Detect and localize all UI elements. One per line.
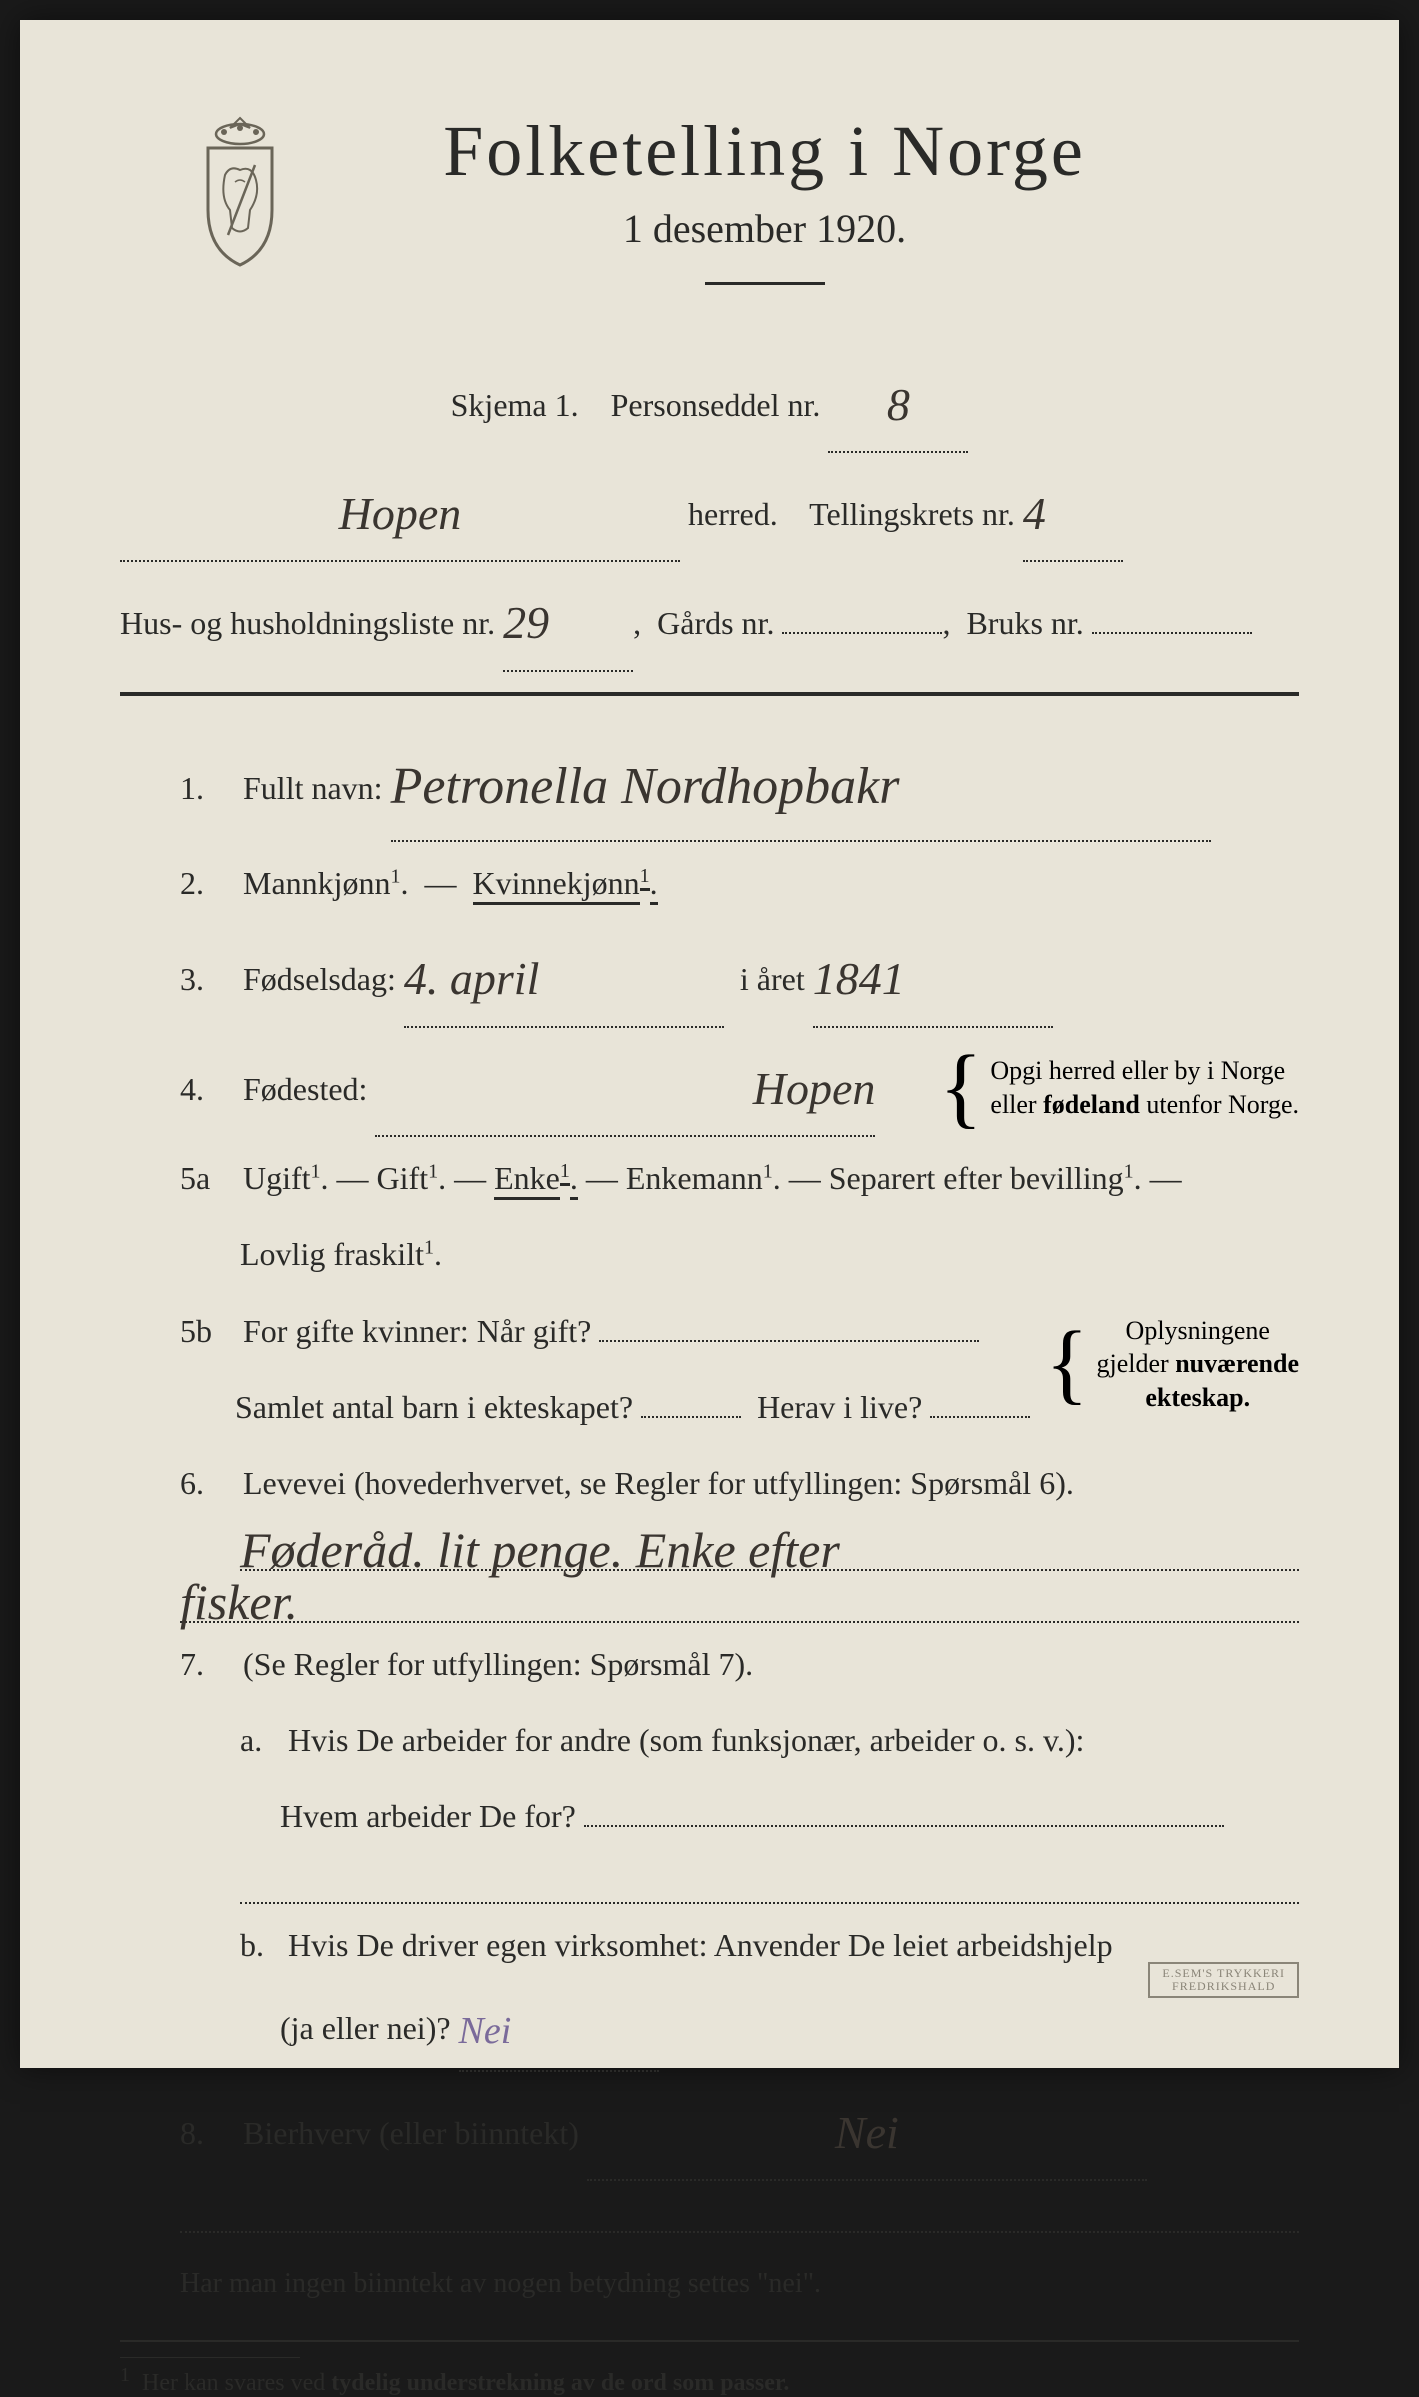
q6-value-line2: fisker.	[180, 1577, 1299, 1623]
title-block: Folketelling i Norge 1 desember 1920.	[330, 110, 1299, 320]
q4-value: Hopen	[753, 1038, 876, 1139]
q5b-block: 5b For gifte kvinner: Når gift? Samlet a…	[120, 1296, 1299, 1449]
title-divider	[705, 282, 825, 285]
q5a-line: 5a Ugift1. — Gift1. — Enke1. — Enkemann1…	[120, 1143, 1299, 1213]
q5b-label2: Samlet antal barn i ekteskapet?	[235, 1389, 633, 1425]
q6-value-line1: Føderåd. lit penge. Enke efter	[240, 1525, 1299, 1571]
q7b-line2: (ja eller nei)? Nei	[120, 1986, 1299, 2072]
q3-year: 1841	[813, 928, 905, 1029]
q4-line: 4. Fødested: Hopen { Opgi herred eller b…	[120, 1034, 1299, 1143]
q7a-blank	[240, 1858, 1299, 1904]
footnote-block: 1 Her kan svares ved tydelig understrekn…	[120, 2357, 1299, 2397]
q7a-label2: Hvem arbeider De for?	[280, 1798, 576, 1834]
footnote-rule	[120, 2357, 300, 2358]
q3-year-label: i året	[740, 961, 805, 997]
q2-mann: Mannkjønn	[243, 865, 391, 901]
footer-note: Har man ingen biinntekt av nogen betydni…	[120, 2253, 1299, 2315]
q7b-num: b.	[240, 1910, 280, 1980]
meta-line-3: Hus- og husholdningsliste nr. 29, Gårds …	[120, 568, 1299, 671]
q7b-label1: Hvis De driver egen virksomhet: Anvender…	[288, 1927, 1113, 1963]
q5b-label1: For gifte kvinner: Når gift?	[243, 1313, 591, 1349]
gards-label: Gårds nr.	[657, 605, 774, 641]
q1-value: Petronella Nordhopbakr	[391, 730, 900, 844]
q1-num: 1.	[180, 753, 235, 823]
q2-num: 2.	[180, 848, 235, 918]
meta-line-2: Hopen herred. Tellingskrets nr. 4	[120, 459, 1299, 562]
personseddel-value: 8	[887, 354, 910, 455]
gards-value	[782, 632, 942, 634]
q7b-line1: b. Hvis De driver egen virksomhet: Anven…	[120, 1910, 1299, 1980]
q7a-num: a.	[240, 1705, 280, 1775]
q7-num: 7.	[180, 1629, 235, 1699]
form-header: Folketelling i Norge 1 desember 1920.	[120, 110, 1299, 320]
q3-line: 3. Fødselsdag: 4. april i året 1841	[120, 924, 1299, 1027]
q4-num: 4.	[180, 1054, 235, 1124]
tellingskrets-value: 4	[1023, 463, 1046, 564]
q7-label: (Se Regler for utfyllingen: Spørsmål 7).	[243, 1646, 753, 1682]
herred-value: Hopen	[339, 463, 462, 564]
q8-blank	[180, 2187, 1299, 2233]
q7a-line2: Hvem arbeider De for?	[120, 1781, 1299, 1851]
q5a-num: 5a	[180, 1143, 235, 1213]
q5a-line2: Lovlig fraskilt1.	[120, 1219, 1299, 1289]
subtitle: 1 desember 1920.	[330, 205, 1199, 252]
q8-num: 8.	[180, 2098, 235, 2168]
q5a-enke: Enke	[494, 1160, 560, 1200]
q3-label: Fødselsdag:	[243, 961, 396, 997]
q6-line: 6. Levevei (hovederhvervet, se Regler fo…	[120, 1448, 1299, 1518]
coat-of-arms-icon	[180, 110, 300, 270]
husliste-label: Hus- og husholdningsliste nr.	[120, 605, 495, 641]
q5b-note: { Oplysningene gjelder nuværende ekteska…	[1045, 1314, 1299, 1415]
q4-note: { Opgi herred eller by i Norge eller fød…	[939, 1052, 1299, 1124]
q2-line: 2. Mannkjønn1. — Kvinnekjønn1.	[120, 848, 1299, 918]
footer-divider	[120, 2340, 1299, 2342]
q3-day: 4. april	[404, 928, 539, 1029]
q6-label: Levevei (hovederhvervet, se Regler for u…	[243, 1465, 1074, 1501]
q8-line: 8. Bierhverv (eller biinntekt) Nei	[120, 2078, 1299, 2181]
q8-value: Nei	[835, 2082, 899, 2183]
skjema-label: Skjema 1.	[451, 387, 579, 423]
q4-label: Fødested:	[243, 1071, 367, 1107]
q7-line: 7. (Se Regler for utfyllingen: Spørsmål …	[120, 1629, 1299, 1699]
census-form-page: Folketelling i Norge 1 desember 1920. Sk…	[20, 20, 1399, 2068]
husliste-value: 29	[503, 572, 549, 673]
q5b-label3: Herav i live?	[757, 1389, 922, 1425]
q5b-num: 5b	[180, 1296, 235, 1366]
q3-num: 3.	[180, 944, 235, 1014]
bruks-label: Bruks nr.	[966, 605, 1083, 641]
q6-num: 6.	[180, 1448, 235, 1518]
q7a-line1: a. Hvis De arbeider for andre (som funks…	[120, 1705, 1299, 1775]
printer-stamp: E.SEM'S TRYKKERI FREDRIKSHALD	[1148, 1962, 1299, 1998]
q1-label: Fullt navn:	[243, 770, 383, 806]
footnote-num: 1	[120, 2364, 130, 2386]
main-title: Folketelling i Norge	[330, 110, 1199, 193]
herred-label: herred.	[688, 496, 778, 532]
q7a-label1: Hvis De arbeider for andre (som funksjon…	[288, 1722, 1084, 1758]
q1-line: 1. Fullt navn: Petronella Nordhopbakr	[120, 726, 1299, 842]
personseddel-label: Personseddel nr.	[611, 387, 821, 423]
q8-label: Bierhverv (eller biinntekt)	[243, 2115, 579, 2151]
meta-line-1: Skjema 1. Personseddel nr. 8	[120, 350, 1299, 453]
bruks-value	[1092, 632, 1252, 634]
q7b-label2: (ja eller nei)?	[280, 2010, 451, 2046]
tellingskrets-label: Tellingskrets nr.	[809, 496, 1015, 532]
q7b-value: Nei	[459, 1990, 512, 2074]
section-divider	[120, 692, 1299, 696]
q2-kvinne: Kvinnekjønn	[473, 865, 640, 905]
